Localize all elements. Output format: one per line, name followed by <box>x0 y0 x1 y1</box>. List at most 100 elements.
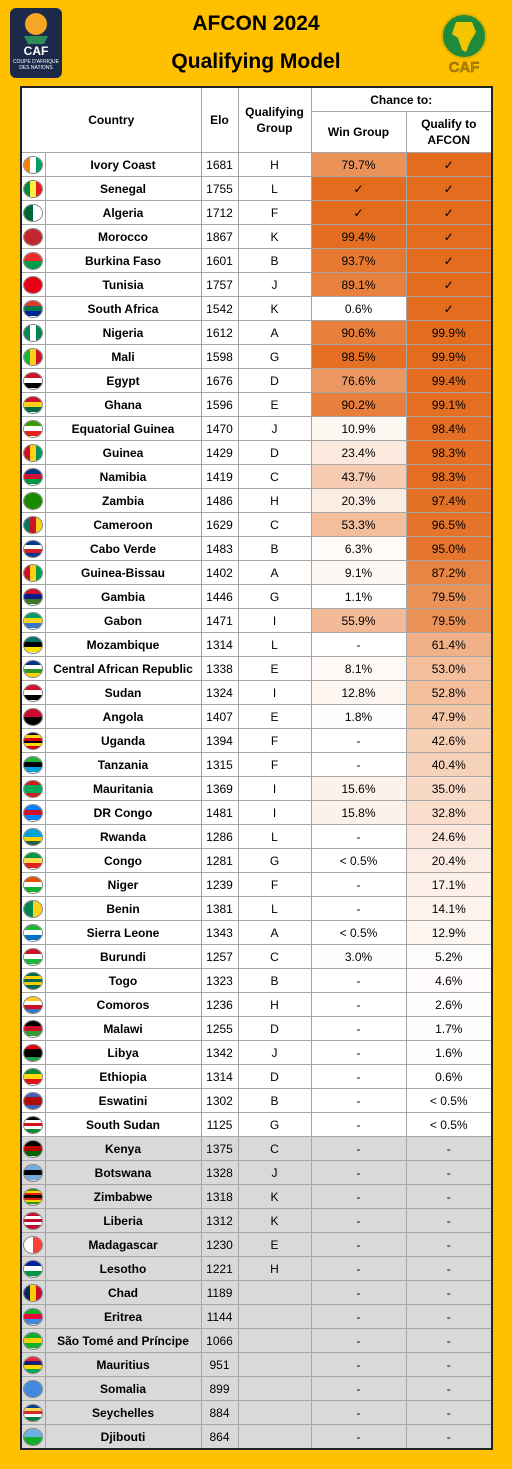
flag <box>23 1139 44 1158</box>
elo-cell: 1429 <box>200 440 239 465</box>
flag-stripe <box>24 716 43 725</box>
country-cell: South Sudan <box>44 1112 202 1137</box>
country-cell: Sierra Leone <box>44 920 202 945</box>
flag-stripe <box>24 695 43 701</box>
flag-stripe <box>24 804 43 810</box>
group-cell: K <box>237 296 312 321</box>
table-row: Mauritania 1369 I 15.6% 35.0% <box>20 776 493 801</box>
qualify-chance-cell: - <box>405 1304 493 1329</box>
country-cell: Mauritania <box>44 776 202 801</box>
group-cell: G <box>237 1112 312 1137</box>
qualify-chance-cell: < 0.5% <box>405 1112 493 1137</box>
win-chance-cell: - <box>310 1424 407 1450</box>
flag-stripe <box>24 732 43 736</box>
elo-cell: 1323 <box>200 968 239 993</box>
flag-cell <box>20 1304 46 1329</box>
flag-stripe <box>30 156 37 173</box>
country-cell: Guinea <box>44 440 202 465</box>
win-chance-cell: 20.3% <box>310 488 407 513</box>
country-cell: Uganda <box>44 728 202 753</box>
win-chance-cell: 90.2% <box>310 392 407 417</box>
win-chance-cell: 8.1% <box>310 656 407 681</box>
flag-stripe <box>24 1068 43 1074</box>
flag-stripe <box>24 1145 43 1152</box>
group-cell: H <box>237 1256 312 1281</box>
flag-stripe <box>36 564 43 581</box>
win-chance-cell: 93.7% <box>310 248 407 273</box>
country-cell: Angola <box>44 704 202 729</box>
group-cell: J <box>237 1160 312 1185</box>
elo-cell: 1598 <box>200 344 239 369</box>
elo-cell: 1375 <box>200 1136 239 1161</box>
flag-stripe <box>24 599 43 605</box>
group-cell: A <box>237 560 312 585</box>
flag <box>23 563 44 582</box>
flag <box>23 1187 44 1206</box>
flag <box>23 899 44 918</box>
table-row: Sierra Leone 1343 A < 0.5% 12.9% <box>20 920 493 945</box>
qualify-chance-cell: - <box>405 1256 493 1281</box>
elo-cell: 1757 <box>200 272 239 297</box>
flag <box>23 1211 44 1230</box>
flag-stripe <box>24 516 31 533</box>
flag-stripe <box>24 623 43 629</box>
flag <box>23 635 44 654</box>
flag-stripe <box>24 735 43 738</box>
qualify-chance-cell: 99.9% <box>405 320 493 345</box>
country-cell: Kenya <box>44 1136 202 1161</box>
country-cell: Zimbabwe <box>44 1184 202 1209</box>
flag-stripe <box>24 740 43 744</box>
country-cell: Guinea-Bissau <box>44 560 202 585</box>
flag-stripe <box>24 924 43 930</box>
group-cell: I <box>237 680 312 705</box>
subtitle: Qualifying Model <box>171 50 341 73</box>
qualify-chance-cell: - <box>405 1376 493 1401</box>
win-chance-cell: - <box>310 824 407 849</box>
elo-cell: 1471 <box>200 608 239 633</box>
flag-stripe <box>24 1044 43 1049</box>
elo-cell: 1681 <box>200 152 239 177</box>
flag <box>23 1019 44 1038</box>
flag-stripe <box>24 300 43 306</box>
flag-stripe <box>24 959 43 965</box>
elo-cell: 1369 <box>200 776 239 801</box>
qualify-chance-cell: - <box>405 1232 493 1257</box>
group-cell: H <box>237 152 312 177</box>
country-cell: Ghana <box>44 392 202 417</box>
flag-stripe <box>24 1417 43 1421</box>
flag <box>23 1427 44 1446</box>
flag-cell <box>20 1064 46 1089</box>
elo-cell: 1286 <box>200 824 239 849</box>
country-cell: Mozambique <box>44 632 202 657</box>
flag-cell <box>20 824 46 849</box>
flag <box>23 1379 44 1398</box>
qualify-chance-cell: ✓ <box>405 224 493 249</box>
table-row: Libya 1342 J -1.6% <box>20 1040 493 1065</box>
flag-stripe <box>24 887 43 893</box>
flag-stripe <box>24 407 43 413</box>
flag-cell <box>20 1232 46 1257</box>
flag-stripe <box>24 1122 43 1127</box>
country-cell: Central African Republic <box>44 656 202 681</box>
elo-cell: 1221 <box>200 1256 239 1281</box>
group-cell: D <box>237 1016 312 1041</box>
win-chance-cell: - <box>310 1208 407 1233</box>
flag-stripe <box>24 996 43 1001</box>
flag-stripe <box>24 1410 43 1415</box>
flag <box>23 707 44 726</box>
elo-cell: 1483 <box>200 536 239 561</box>
table-row: Burundi 1257 C 3.0% 5.2% <box>20 944 493 969</box>
logo-mark: CAF <box>449 59 480 76</box>
flag-stripe <box>24 1360 43 1365</box>
table-row: Tanzania 1315 F -40.4% <box>20 752 493 777</box>
flag-stripe <box>24 1025 43 1032</box>
qualify-chance-cell: 79.5% <box>405 608 493 633</box>
elo-cell: 1470 <box>200 416 239 441</box>
flag-stripe <box>24 832 43 837</box>
group-cell: L <box>237 632 312 657</box>
group-cell: D <box>237 368 312 393</box>
flag <box>23 1091 44 1110</box>
flag-cell <box>20 1400 46 1425</box>
flag-stripe <box>24 1175 43 1181</box>
flag-stripe <box>24 1000 43 1005</box>
